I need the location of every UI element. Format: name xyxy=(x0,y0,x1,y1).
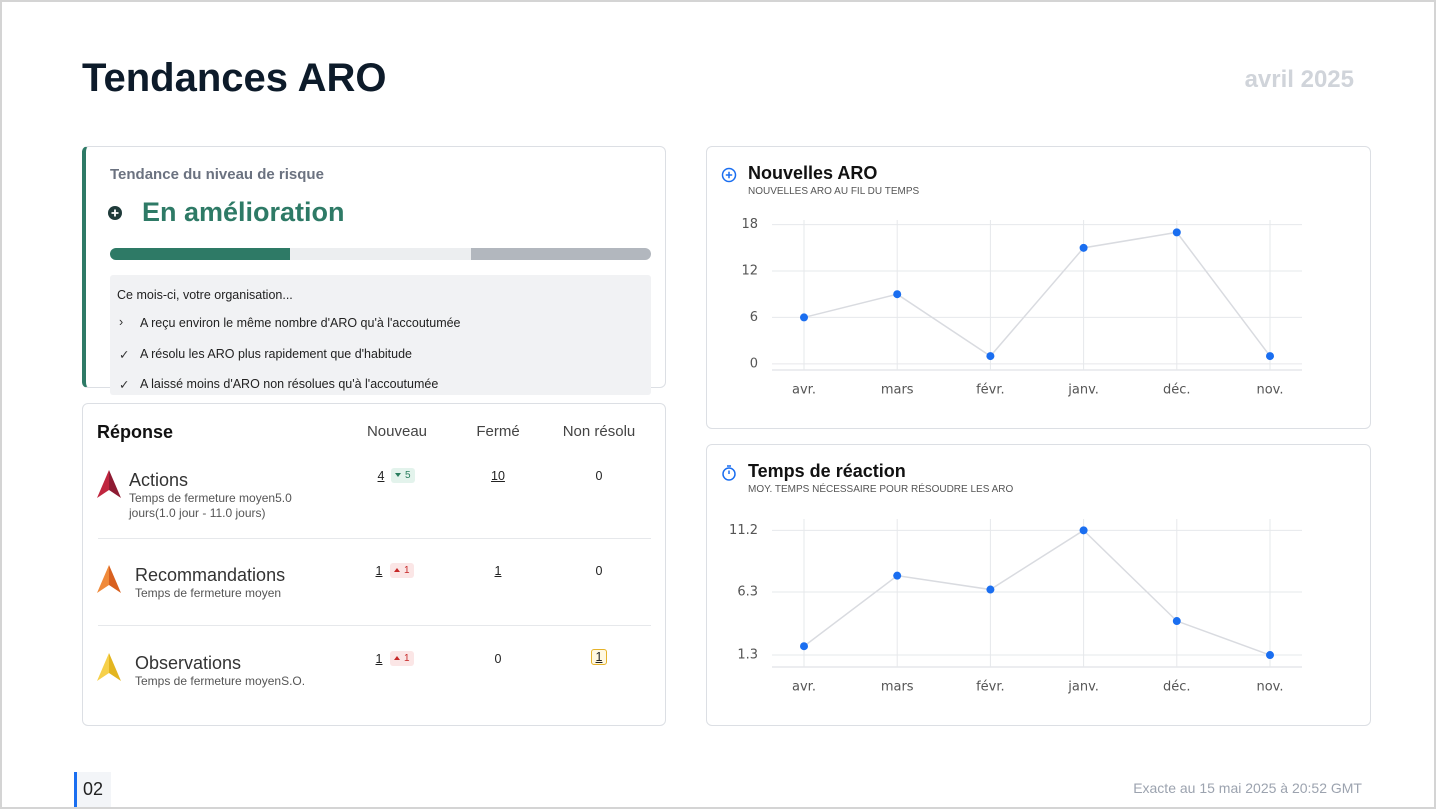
line xyxy=(803,529,1271,656)
closed-count: 0 xyxy=(494,652,502,666)
x-tick-label: déc. xyxy=(1163,680,1191,695)
risk-bar xyxy=(110,248,651,260)
point xyxy=(1172,617,1181,626)
point xyxy=(800,642,808,651)
y-tick-label: 0 xyxy=(750,356,758,371)
open-count: 0 xyxy=(595,469,603,483)
chart-card: Nouvelles ARO NOUVELLES ARO AU FIL DU TE… xyxy=(706,146,1371,429)
x-tick-label: mars xyxy=(881,680,914,695)
delta-badge: 1 xyxy=(390,563,414,578)
y-tick-label: 12 xyxy=(741,264,758,279)
point xyxy=(986,352,995,361)
x-tick-label: déc. xyxy=(1163,383,1191,398)
new-count: 4 xyxy=(377,469,385,483)
row-name: Observations xyxy=(135,653,242,673)
delta-badge: 5 xyxy=(391,468,415,483)
y-tick-label: 6.3 xyxy=(737,585,758,600)
response-card: Réponse Nouveau Fermé Non résolu Actions… xyxy=(82,403,666,726)
summary-box: Ce mois-ci, votre organisation... › A re… xyxy=(110,275,651,395)
row-subtitle: Temps de fermeture moyen xyxy=(135,586,282,600)
x-tick-label: avr. xyxy=(792,680,816,695)
point xyxy=(1079,526,1088,535)
point xyxy=(1079,243,1088,252)
timer-icon xyxy=(722,465,736,481)
column-header: Fermé xyxy=(476,423,520,440)
open-count: 1 xyxy=(579,649,619,665)
open-count: 0 xyxy=(595,564,603,578)
row-separator xyxy=(98,538,651,539)
point xyxy=(1172,228,1181,237)
chart-subtitle: MOY. TEMPS NÉCESSAIRE POUR RÉSOUDRE LES … xyxy=(748,484,1014,495)
x-tick-label: janv. xyxy=(1067,383,1099,398)
x-tick-label: nov. xyxy=(1256,680,1283,695)
column-header: Nouveau xyxy=(366,423,428,440)
row-name: Actions xyxy=(129,470,189,490)
closed-count: 10 xyxy=(491,469,505,483)
chart-title: Nouvelles ARO xyxy=(748,163,878,183)
risk-card: Tendance du niveau de risque En améliora… xyxy=(82,146,666,395)
point xyxy=(986,585,995,594)
delta-badge: 1 xyxy=(390,651,414,666)
summary-intro: Ce mois-ci, votre organisation... xyxy=(117,288,293,302)
actions-icon xyxy=(97,470,121,498)
x-tick-label: mars xyxy=(881,383,914,398)
point xyxy=(1266,352,1274,361)
check-icon: ✓ xyxy=(119,348,130,362)
chart-card: Temps de réaction MOY. TEMPS NÉCESSAIRE … xyxy=(706,444,1371,726)
x-tick-label: janv. xyxy=(1067,680,1099,695)
x-tick-label: avr. xyxy=(792,383,816,398)
y-tick-label: 6 xyxy=(750,310,758,325)
recommendations-icon xyxy=(97,565,121,593)
y-tick-label: 1.3 xyxy=(737,648,758,663)
point xyxy=(893,571,902,580)
page-title: Tendances ARO xyxy=(82,56,387,100)
open-count-highlight: 1 xyxy=(590,649,608,665)
chart-title: Temps de réaction xyxy=(748,461,906,481)
plus-icon xyxy=(721,167,737,183)
column-header: Non résolu xyxy=(562,423,636,440)
x-tick-label: nov. xyxy=(1256,383,1283,398)
page-number: 02 xyxy=(74,772,111,807)
observations-icon xyxy=(97,653,121,681)
x-tick-label: févr. xyxy=(976,383,1005,398)
point xyxy=(800,313,808,322)
summary-item: A laissé moins d'ARO non résolues qu'à l… xyxy=(140,377,439,391)
line xyxy=(803,231,1271,358)
y-tick-label: 11.2 xyxy=(729,523,758,538)
period: avril 2025 xyxy=(1244,66,1354,93)
row-subtitle: Temps de fermeture moyen5.0 jours(1.0 jo… xyxy=(129,491,292,520)
timestamp: Exacte au 15 mai 2025 à 20:52 GMT xyxy=(1133,780,1362,796)
row-name: Recommandations xyxy=(135,565,286,585)
row-subtitle: Temps de fermeture moyenS.O. xyxy=(135,674,306,688)
status-icon xyxy=(108,206,122,220)
summary-item: A reçu environ le même nombre d'ARO qu'à… xyxy=(140,316,461,330)
y-tick-label: 18 xyxy=(741,217,758,232)
point xyxy=(1266,651,1274,660)
new-count: 1 xyxy=(375,652,383,666)
response-title: Réponse xyxy=(97,422,174,442)
closed-count: 1 xyxy=(494,564,502,578)
new-count: 1 xyxy=(375,564,383,578)
chevron-icon: › xyxy=(119,315,124,329)
risk-status: En amélioration xyxy=(142,197,345,227)
risk-label: Tendance du niveau de risque xyxy=(110,166,324,183)
x-tick-label: févr. xyxy=(976,680,1005,695)
chart-subtitle: NOUVELLES ARO AU FIL DU TEMPS xyxy=(748,186,920,197)
point xyxy=(893,290,902,299)
row-separator xyxy=(98,625,651,626)
check-icon: ✓ xyxy=(119,378,130,392)
summary-item: A résolu les ARO plus rapidement que d'h… xyxy=(140,347,413,361)
